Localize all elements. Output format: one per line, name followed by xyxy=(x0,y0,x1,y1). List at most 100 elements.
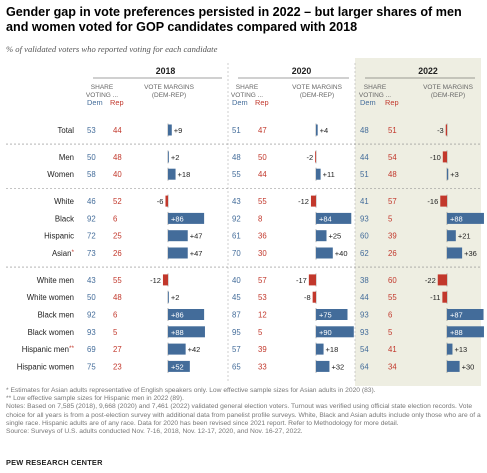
margin-label: +36 xyxy=(464,249,477,258)
margin-header: (DEM-REP) xyxy=(431,92,465,99)
row-footnote-mark: * xyxy=(71,249,74,256)
rep-share-value: 52 xyxy=(113,197,122,206)
dem-share-value: 38 xyxy=(360,276,369,285)
rep-share-value: 57 xyxy=(388,197,397,206)
margin-bar-rep xyxy=(445,124,447,136)
rep-share-value: 5 xyxy=(113,328,118,337)
margin-label: +75 xyxy=(319,311,332,320)
dem-share-value: 43 xyxy=(87,276,96,285)
dem-share-value: 93 xyxy=(360,214,369,223)
margin-bar-dem xyxy=(168,309,205,320)
margin-bar-dem xyxy=(168,124,172,136)
rep-share-value: 41 xyxy=(388,345,397,354)
dem-header: Dem xyxy=(232,98,248,107)
margin-bar-dem xyxy=(447,247,463,259)
margin-bar-dem xyxy=(316,212,352,224)
share-header: VOTING ... xyxy=(359,92,391,99)
margin-label: +87 xyxy=(450,311,463,320)
margin-header: VOTE MARGINS xyxy=(292,84,343,91)
margin-label: -17 xyxy=(296,276,307,285)
dem-share-value: 53 xyxy=(87,126,96,135)
rep-share-value: 6 xyxy=(113,311,117,320)
margin-bar-dem xyxy=(168,343,186,355)
margin-bar-dem xyxy=(447,212,484,224)
dem-share-value: 87 xyxy=(232,311,241,320)
margin-label: -8 xyxy=(304,293,311,302)
rep-share-value: 60 xyxy=(388,276,397,285)
rep-share-value: 27 xyxy=(113,345,122,354)
note-methodology: Notes: Based on 7,585 (2018), 9,668 (202… xyxy=(6,403,481,427)
row-label: Black men xyxy=(38,311,74,320)
note-source: Source: Surveys of U.S. adults conducted… xyxy=(6,428,303,436)
dem-header: Dem xyxy=(87,98,103,107)
margin-bar-dem xyxy=(316,247,333,259)
rep-share-value: 39 xyxy=(388,232,397,241)
rep-share-value: 54 xyxy=(388,153,397,162)
dem-share-value: 41 xyxy=(360,197,369,206)
margin-bar-dem xyxy=(447,309,484,320)
dem-share-value: 46 xyxy=(87,197,96,206)
rep-share-value: 55 xyxy=(388,293,397,302)
margin-bar-dem xyxy=(316,168,321,180)
rep-share-value: 44 xyxy=(113,126,122,135)
dem-share-value: 58 xyxy=(87,170,96,179)
dem-header: Dem xyxy=(360,98,376,107)
row-label: Women xyxy=(47,170,74,179)
margin-bar-dem xyxy=(447,326,484,338)
dem-share-value: 93 xyxy=(87,328,96,337)
margin-bar-rep xyxy=(162,274,168,286)
year-header-2018: 2018 xyxy=(156,66,176,76)
notes-block: * Estimates for Asian adults representat… xyxy=(6,387,482,436)
row-label: Hispanic women xyxy=(17,362,74,371)
dem-share-value: 44 xyxy=(360,153,369,162)
share-header: SHARE xyxy=(91,84,114,91)
margin-label: +3 xyxy=(450,170,459,179)
dem-share-value: 50 xyxy=(87,293,96,302)
share-header: SHARE xyxy=(364,84,387,91)
margin-label: +90 xyxy=(319,328,332,337)
share-header: VOTING ... xyxy=(86,92,118,99)
dem-share-value: 51 xyxy=(232,126,241,135)
margin-bar-dem xyxy=(316,124,318,136)
margin-label: +32 xyxy=(331,362,344,371)
dem-share-value: 44 xyxy=(360,293,369,302)
margin-label: +40 xyxy=(335,249,348,258)
dem-share-value: 92 xyxy=(232,214,241,223)
dem-share-value: 64 xyxy=(360,362,369,371)
rep-share-value: 47 xyxy=(258,126,267,135)
margin-bar-dem xyxy=(168,360,190,372)
rep-share-value: 25 xyxy=(113,232,122,241)
dem-share-value: 45 xyxy=(232,293,241,302)
margin-label: +25 xyxy=(329,232,342,241)
margin-label: -10 xyxy=(430,153,441,162)
row-label: Black women xyxy=(28,328,74,337)
margin-label: +42 xyxy=(188,345,201,354)
row-footnote-mark: ** xyxy=(69,345,75,352)
chart-subtitle: % of validated voters who reported votin… xyxy=(6,44,218,54)
dem-share-value: 95 xyxy=(232,328,241,337)
dem-share-value: 73 xyxy=(87,249,96,258)
margin-label: +84 xyxy=(319,214,332,223)
margin-label: +18 xyxy=(178,170,191,179)
pew-logo: PEW RESEARCH CENTER xyxy=(6,458,103,467)
rep-share-value: 57 xyxy=(258,276,267,285)
margin-label: +88 xyxy=(171,328,184,337)
dem-share-value: 60 xyxy=(360,232,369,241)
rep-header: Rep xyxy=(110,98,124,107)
dem-share-value: 50 xyxy=(87,153,96,162)
margin-label: -11 xyxy=(430,293,440,302)
margin-bar-dem xyxy=(168,230,188,242)
dem-share-value: 93 xyxy=(360,311,369,320)
dem-share-value: 48 xyxy=(232,153,241,162)
dem-share-value: 69 xyxy=(87,345,96,354)
rep-share-value: 26 xyxy=(113,249,122,258)
rep-header: Rep xyxy=(385,98,399,107)
margin-label: -12 xyxy=(150,276,161,285)
rep-share-value: 5 xyxy=(388,214,393,223)
margin-bar-dem xyxy=(316,343,324,355)
row-label: White xyxy=(54,197,74,206)
margin-bar-rep xyxy=(310,195,316,207)
margin-bar-dem xyxy=(316,309,348,320)
dem-share-value: 62 xyxy=(360,249,369,258)
